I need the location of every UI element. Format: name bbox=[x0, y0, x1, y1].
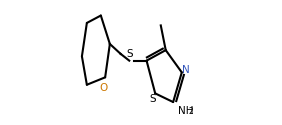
Text: 2: 2 bbox=[188, 107, 193, 116]
Text: S: S bbox=[149, 94, 156, 104]
Text: N: N bbox=[182, 65, 190, 75]
Text: NH: NH bbox=[178, 106, 193, 116]
Text: O: O bbox=[99, 83, 107, 93]
Text: S: S bbox=[126, 49, 133, 59]
